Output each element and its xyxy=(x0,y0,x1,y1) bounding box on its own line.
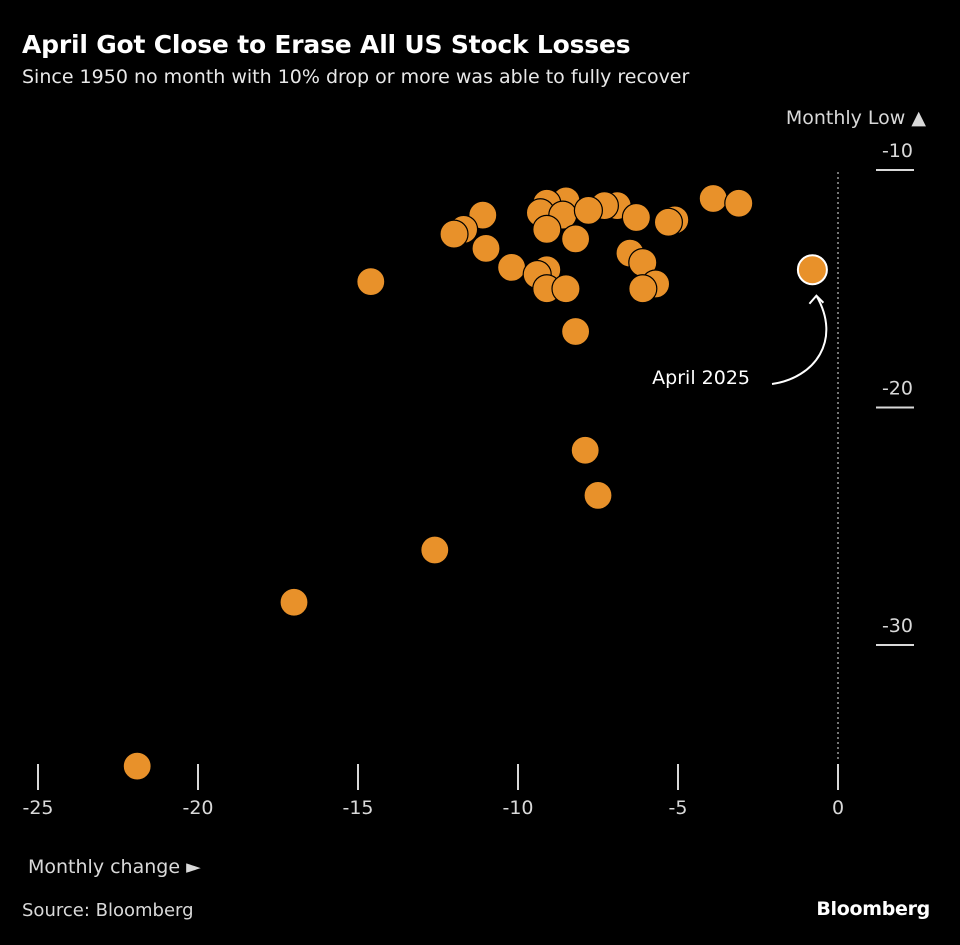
y-axis: -10 -20 -30 xyxy=(876,140,914,646)
data-point xyxy=(497,252,527,282)
data-point xyxy=(356,267,386,297)
annotation-label: April 2025 xyxy=(652,367,750,389)
data-point xyxy=(439,219,469,249)
y-tick-label: -30 xyxy=(882,615,913,637)
highlight-point xyxy=(796,254,828,286)
annotation-arrowhead xyxy=(808,294,825,305)
data-point xyxy=(122,751,152,781)
annotation-arrow xyxy=(771,295,828,385)
data-point xyxy=(560,224,591,254)
x-tick-label: -15 xyxy=(342,797,373,819)
y-tick-label: -20 xyxy=(882,378,913,400)
data-point xyxy=(532,214,562,244)
data-point xyxy=(420,535,450,565)
y-tick-label: -10 xyxy=(882,140,913,162)
data-point xyxy=(551,274,581,304)
x-tick-label: 0 xyxy=(832,797,844,819)
data-point xyxy=(621,202,652,233)
data-point xyxy=(724,188,754,218)
x-tick-label: -10 xyxy=(502,797,533,819)
data-point xyxy=(471,233,501,263)
data-point xyxy=(628,274,658,304)
data-points xyxy=(122,183,828,781)
x-tick-label: -5 xyxy=(669,797,688,819)
data-point xyxy=(560,316,591,347)
data-point xyxy=(583,480,613,510)
x-tick-label: -25 xyxy=(22,797,53,819)
y-axis-label: Monthly Low ▲ xyxy=(785,107,926,129)
highlight-annotation: April 2025 xyxy=(652,294,828,389)
data-point xyxy=(653,207,684,237)
data-point xyxy=(573,195,604,225)
chart-subtitle: Since 1950 no month with 10% drop or mor… xyxy=(22,66,690,88)
x-axis-label: Monthly change ► xyxy=(28,856,201,878)
x-tick-label: -20 xyxy=(182,797,213,819)
source-note: Source: Bloomberg xyxy=(22,900,194,921)
data-point xyxy=(279,587,309,617)
x-axis: -25 -20 -15 -10 -5 0 xyxy=(22,764,844,819)
chart-title: April Got Close to Erase All US Stock Lo… xyxy=(22,30,631,59)
data-point xyxy=(698,183,728,214)
data-point xyxy=(570,435,600,465)
bloomberg-logo: Bloomberg xyxy=(816,898,930,920)
